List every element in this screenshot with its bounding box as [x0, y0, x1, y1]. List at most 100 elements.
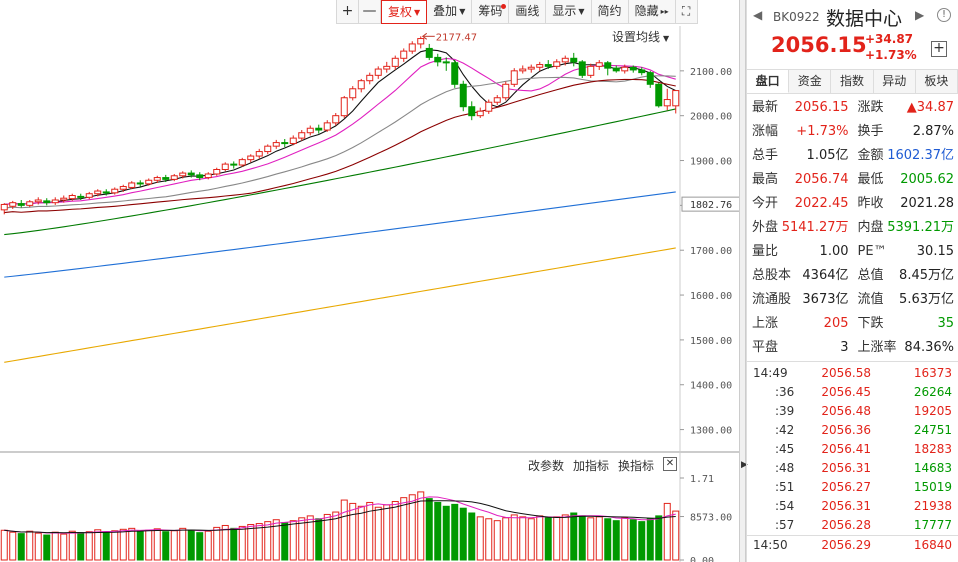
ma60-line [4, 108, 676, 236]
tab-0[interactable]: 盘口 [747, 70, 790, 93]
candle-body [374, 68, 382, 76]
tick-price: 2056.28 [821, 518, 871, 532]
candle-body [17, 203, 25, 206]
expand-icon[interactable]: ⛶ [675, 0, 698, 24]
panel-splitter[interactable]: ▶ [739, 0, 748, 562]
quote-label: 上涨率 [857, 340, 897, 355]
volume-bar [612, 520, 620, 561]
toolbar-button-5[interactable]: 简约 [591, 0, 629, 24]
candle-body [289, 137, 297, 144]
candle-body [476, 110, 484, 117]
volume-bar [255, 523, 263, 561]
quote-row: 平盘 3 上涨率 84.36% [747, 336, 958, 360]
volume-bar [145, 529, 153, 561]
tick-volume: 18283 [913, 442, 952, 456]
volume-bar [655, 515, 663, 561]
candle-body [26, 201, 34, 206]
tab-1[interactable]: 资金 [789, 70, 832, 93]
candle-body [442, 61, 450, 64]
candle-body [578, 61, 586, 76]
quote-label: 流通股 [752, 292, 792, 307]
candle-body [145, 179, 153, 185]
quote-value: 84.36% [904, 340, 954, 355]
quote-cell: 总值 8.45万亿 [853, 264, 958, 288]
chevron-down-icon: ▼ [414, 8, 421, 17]
volume-bar [561, 514, 569, 561]
prev-stock-icon[interactable]: ◀ [753, 8, 763, 22]
volume-ma10-line [4, 500, 676, 534]
volume-bar [102, 531, 110, 561]
volume-bar [663, 502, 671, 561]
toolbar-button-label: 隐藏 [634, 4, 659, 18]
quote-label: 流值 [857, 292, 884, 307]
ma-setting-dropdown[interactable]: 设置均线 ▼ [612, 28, 669, 45]
quote-label: 金额 [857, 148, 884, 163]
quote-value: 205 [823, 316, 849, 331]
quote-label: 最低 [857, 172, 884, 187]
volume-bar [17, 533, 25, 561]
tick-time: :39 [775, 404, 795, 418]
volume-bar [638, 521, 646, 561]
quote-row: 今开 2022.45 昨收 2021.28 [747, 192, 958, 216]
info-icon[interactable]: ! [937, 8, 951, 22]
toolbar-button-3[interactable]: 画线 [509, 0, 547, 24]
tick-time: :57 [775, 518, 795, 532]
toolbar-button-label: 简约 [597, 4, 622, 18]
volume-bar [272, 519, 280, 561]
volume-tool-2[interactable]: 换指标 [618, 459, 655, 473]
tab-2[interactable]: 指数 [831, 70, 874, 93]
candle-body [264, 145, 272, 153]
toolbar-button-4[interactable]: 显示 ▼ [546, 0, 592, 24]
volume-bar [230, 527, 238, 561]
volume-tool-1[interactable]: 加指标 [573, 459, 610, 473]
volume-chart[interactable]: 1.71 8573.00 0.00 [0, 452, 740, 562]
toolbar-button-6[interactable]: 隐藏 ▸▸ [628, 0, 676, 24]
candle-body [187, 172, 195, 176]
volume-bar [298, 517, 306, 561]
price-chart[interactable]: 2100.002000.001900.001800.001700.001600.… [0, 26, 740, 452]
volume-bar [553, 516, 561, 561]
volume-bar [434, 501, 442, 561]
toolbar-button-0[interactable]: 复权 ▼ [381, 0, 428, 24]
chart-area[interactable]: + — 复权 ▼ 叠加 ▼ 筹码 画线 显示 ▼ 简约 隐藏 ▸▸ ⛶ 设置均线 ▼ 2100.00 2… [0, 0, 748, 562]
candle-body [68, 195, 76, 200]
candle-body [9, 202, 17, 207]
quote-cell: 金额 1602.37亿 [853, 144, 958, 168]
close-icon[interactable]: ✕ [663, 457, 677, 471]
toolbar-button-label: 画线 [515, 4, 540, 18]
volume-bar [306, 515, 314, 561]
price-tick-label: 1300.00 [690, 426, 732, 437]
next-stock-icon[interactable]: ▶ [915, 8, 925, 22]
zoom-in-button[interactable]: + [337, 0, 359, 24]
volume-bar [629, 519, 637, 561]
volume-tool-0[interactable]: 改参数 [528, 459, 565, 473]
tick-row: 14:50 2056.29 16840 [747, 535, 958, 554]
quote-label: 总手 [752, 148, 779, 163]
tab-4[interactable]: 板块 [916, 70, 958, 93]
high-arrow-head [421, 32, 428, 40]
candle-body [663, 99, 671, 107]
candle-body [255, 151, 263, 157]
candle-body [527, 66, 535, 70]
quote-table: 最新 2056.15 涨跌 ▲34.87 涨幅 +1.73% 换手 2.87% 总手 1.05亿金… [747, 94, 958, 362]
volume-bar [128, 527, 136, 561]
volume-bar [459, 507, 467, 561]
candle-body [536, 64, 544, 68]
quote-cell: 流值 5.63万亿 [853, 288, 958, 312]
tick-volume: 17777 [913, 518, 952, 532]
price-tick-label: 2000.00 [690, 112, 732, 123]
volume-bar [247, 524, 255, 561]
candle-body [238, 159, 246, 166]
toolbar-button-2[interactable]: 筹码 [472, 0, 510, 24]
volume-tick-label: 1.71 [690, 474, 714, 485]
collapse-arrow-icon[interactable]: ▶ [741, 460, 748, 470]
toolbar-button-1[interactable]: 叠加 ▼ [427, 0, 473, 24]
volume-bar [153, 528, 161, 561]
tick-price: 2056.41 [821, 442, 871, 456]
add-watchlist-button[interactable]: + [931, 41, 947, 57]
tick-price: 2056.48 [821, 404, 871, 418]
volume-bar [136, 530, 144, 561]
tab-3[interactable]: 异动 [874, 70, 916, 93]
zoom-out-button[interactable]: — [359, 0, 381, 24]
quote-row: 外盘 5141.27万 内盘 5391.21万 [747, 216, 958, 240]
